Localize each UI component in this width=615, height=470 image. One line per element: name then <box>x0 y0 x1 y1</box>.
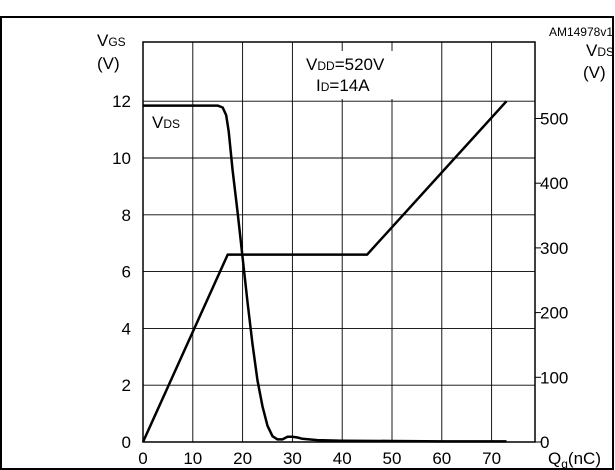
right-axis-label: VDS <box>586 41 614 60</box>
x-tick-label: 0 <box>138 449 147 468</box>
condition-vdd: VDD=520V <box>306 55 385 74</box>
condition-vdd-sub: DD <box>317 59 335 73</box>
conditions-box-bg <box>300 51 420 99</box>
y-left-tick-label: 0 <box>122 433 131 452</box>
right-axis-unit: (V) <box>583 63 606 82</box>
left-axis-label-main: V <box>97 31 109 50</box>
plot-area-border <box>142 41 536 443</box>
x-tick-label: 10 <box>183 449 202 468</box>
y-left-tick-label: 8 <box>122 206 131 225</box>
grid <box>143 42 535 442</box>
x-tick-label: 70 <box>482 449 501 468</box>
right-axis-label-main: V <box>586 41 598 60</box>
condition-id-value: =14A <box>329 76 370 95</box>
x-tick-label: 50 <box>383 449 402 468</box>
y-right-tick-labels: 0 100 200 300 400 500 <box>535 110 568 452</box>
vds-curve-label-main: V <box>152 113 164 132</box>
x-tick-label: 60 <box>432 449 451 468</box>
vgs-curve <box>141 100 508 443</box>
right-axis-label-sub: DS <box>597 45 614 59</box>
x-axis-label-main: Q <box>548 449 561 468</box>
y-right-tick-label: 0 <box>540 433 549 452</box>
condition-id-main: I <box>316 76 321 95</box>
y-left-tick-label: 4 <box>122 319 131 338</box>
y-right-tick-label: 500 <box>540 110 568 129</box>
vds-curve-label-sub: DS <box>163 117 180 131</box>
x-tick-label: 20 <box>233 449 252 468</box>
x-tick-labels: 0 10 20 30 40 50 60 70 <box>138 449 501 468</box>
y-left-tick-labels: 0 2 4 6 8 10 12 <box>112 92 131 452</box>
x-tick-label: 30 <box>283 449 302 468</box>
x-tick-label: 40 <box>333 449 352 468</box>
vds-curve-label: VDS <box>152 113 180 132</box>
y-left-tick-label: 12 <box>112 92 131 111</box>
vds-curve <box>143 104 507 443</box>
condition-id-sub: D <box>321 80 330 94</box>
left-axis-label: VGS <box>97 31 126 50</box>
figure-id: AM14978v1 <box>549 25 613 39</box>
y-right-tick-label: 400 <box>540 174 568 193</box>
condition-vdd-value: =520V <box>335 55 385 74</box>
y-left-tick-label: 6 <box>122 263 131 282</box>
y-right-tick-label: 200 <box>540 304 568 323</box>
x-axis-label-sub: g <box>561 457 568 470</box>
y-left-tick-label: 2 <box>122 376 131 395</box>
x-axis-label: Qg(nC) <box>548 449 601 470</box>
y-right-tick-label: 300 <box>540 239 568 258</box>
left-axis-label-sub: GS <box>108 35 125 49</box>
figure-frame <box>0 16 614 470</box>
condition-vdd-main: V <box>306 55 318 74</box>
left-axis-unit: (V) <box>97 54 120 73</box>
y-left-tick-label: 10 <box>112 149 131 168</box>
condition-id: ID=14A <box>316 76 370 95</box>
y-right-tick-label: 100 <box>540 368 568 387</box>
x-axis-label-unit: (nC) <box>568 449 601 468</box>
